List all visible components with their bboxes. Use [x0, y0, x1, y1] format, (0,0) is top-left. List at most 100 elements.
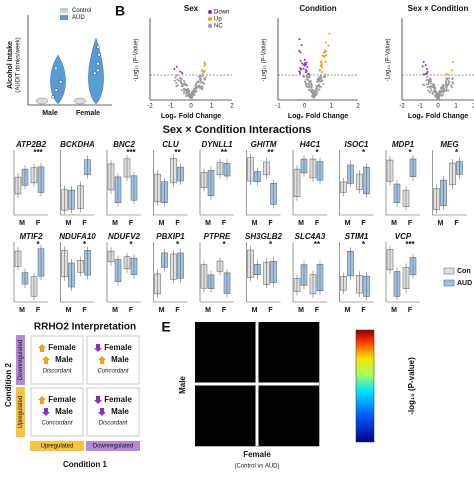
volcano-point: [422, 83, 425, 86]
heat-cell: [251, 430, 258, 436]
label: Male: [111, 407, 129, 416]
arrow: [94, 396, 102, 404]
label: F: [36, 220, 41, 227]
heat-cell: [241, 440, 247, 447]
label: F: [268, 220, 273, 227]
heat-cell: [303, 384, 309, 390]
heat-cell: [308, 440, 315, 447]
label: NDUFA10: [59, 232, 96, 241]
heat-cell: [262, 337, 268, 343]
volcano-point: [204, 76, 207, 79]
label: SLC4A3: [295, 232, 326, 241]
heat-cell: [220, 327, 227, 333]
volcano-point: [324, 60, 327, 63]
volcano-point: [316, 91, 319, 94]
heat-cell: [251, 327, 258, 333]
volcano-point: [431, 92, 434, 95]
volcano-point: [429, 87, 432, 90]
label: Discordant: [99, 421, 128, 427]
heat-cell: [282, 435, 289, 442]
heat-cell: [226, 394, 232, 400]
label: M: [66, 220, 72, 227]
volcano-point: [173, 79, 176, 82]
heat-cell: [220, 425, 227, 431]
heat-cell: [277, 358, 284, 364]
heat-cell: [303, 327, 309, 333]
heat-cell: [200, 373, 206, 380]
heat-cell: [205, 420, 211, 426]
heat-cell: [210, 384, 216, 390]
label: Condition 1: [63, 460, 108, 469]
heat-cell: [241, 332, 247, 338]
heat-cell: [313, 368, 320, 374]
heat-cell: [246, 353, 253, 359]
heat-cell: [267, 332, 273, 338]
heat-cell: [205, 404, 211, 411]
heat-cell: [272, 327, 278, 333]
label: M: [298, 220, 304, 227]
label: -2: [399, 104, 405, 110]
heat-cell: [293, 347, 299, 354]
heat-cell: [215, 347, 222, 354]
heat-cell: [246, 337, 253, 343]
label: PTPRE: [204, 232, 231, 241]
heat-cell: [220, 440, 227, 447]
heat-cell: [272, 332, 278, 338]
heat-cell: [210, 409, 216, 416]
heat-cell: [200, 358, 206, 364]
heat-cell: [267, 409, 273, 416]
heat-cell: [241, 394, 247, 400]
arrow: [98, 356, 106, 364]
heat-cell: [262, 425, 268, 431]
volcano-point: [448, 77, 451, 80]
heat-cell: [236, 332, 242, 338]
heat-cell: [272, 430, 278, 436]
heat-cell: [262, 358, 268, 364]
heat-cell: [236, 389, 242, 395]
volcano-point: [194, 90, 197, 93]
heat-cell: [231, 347, 237, 354]
legend-swatch: [60, 15, 68, 20]
label: GHITM: [251, 140, 277, 149]
volcano-point: [182, 84, 185, 87]
heat-cell: [267, 363, 273, 369]
volcano-point: [324, 41, 327, 44]
volcano-point: [298, 49, 301, 52]
heat-cell: [303, 430, 309, 436]
heat-cell: [195, 415, 201, 421]
heat-cell: [210, 322, 216, 328]
label: F: [36, 307, 41, 314]
volcano-point: [174, 76, 177, 79]
heat-cell: [282, 389, 289, 395]
heat-cell: [220, 342, 227, 349]
heat-cell: [303, 373, 309, 380]
heat-cell: [257, 337, 263, 343]
heat-cell: [313, 327, 320, 333]
heat-cell: [303, 347, 309, 354]
heat-cell: [293, 404, 299, 411]
volcano-point: [440, 94, 443, 97]
volcano-point: [199, 81, 202, 84]
label: 1: [454, 104, 458, 110]
heat-cell: [293, 378, 299, 385]
heat-cell: [262, 373, 268, 380]
heat-cell: [272, 420, 278, 426]
volcano-point: [315, 93, 318, 96]
heat-cell: [313, 342, 320, 349]
heat-cell: [205, 440, 211, 447]
label: *: [315, 148, 319, 157]
heat-cell: [226, 420, 232, 426]
volcano-point: [195, 82, 198, 85]
heat-cell: [308, 368, 315, 374]
heat-cell: [288, 430, 294, 436]
heat-cell: [200, 415, 206, 421]
heat-cell: [308, 353, 315, 359]
volcano-point: [191, 92, 194, 95]
heat-cell: [277, 378, 284, 385]
heat-cell: [288, 404, 294, 411]
label: Male: [42, 110, 58, 117]
label: Concordant: [41, 421, 72, 427]
volcano-point: [446, 84, 449, 87]
heat-cell: [215, 440, 222, 447]
volcano-point: [319, 61, 322, 64]
